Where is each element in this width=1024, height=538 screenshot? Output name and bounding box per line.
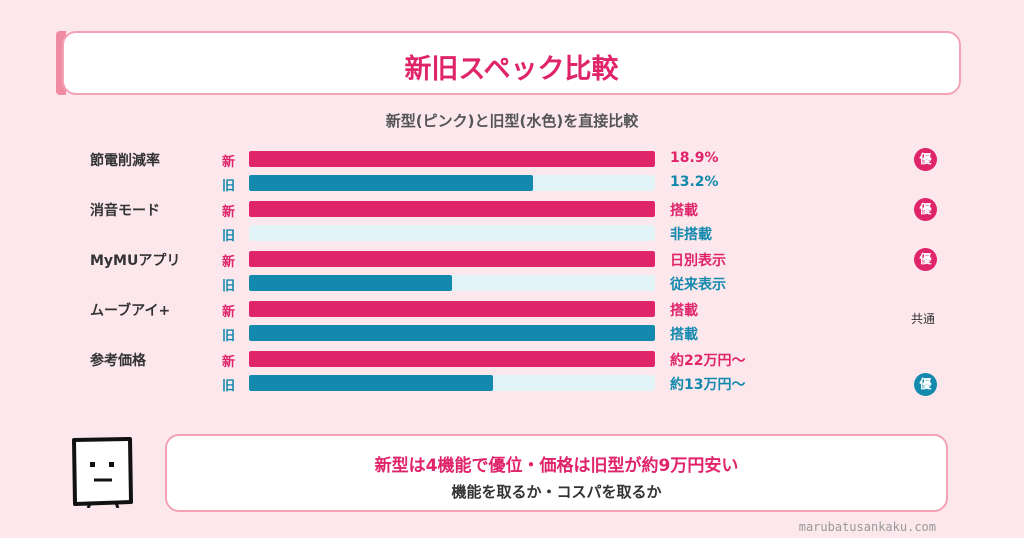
category-label: 消音モード bbox=[90, 203, 160, 219]
data-label: 約13万円〜 bbox=[670, 377, 746, 393]
category-label: ムーブアイ+ bbox=[90, 303, 171, 319]
verdict-badge: 優 bbox=[914, 198, 937, 221]
bar-track bbox=[249, 225, 655, 241]
summary-subline: 機能を取るか・コスパを取るか bbox=[451, 483, 662, 501]
series-label: 新 bbox=[222, 205, 236, 220]
verdict-badge: 優 bbox=[914, 148, 937, 171]
bar bbox=[249, 351, 655, 367]
data-label: 18.9% bbox=[670, 150, 719, 166]
bar bbox=[249, 175, 534, 191]
page-title: 新旧スペック比較 bbox=[404, 54, 619, 85]
series-label: 旧 bbox=[222, 229, 236, 244]
bar-track bbox=[249, 375, 655, 391]
bar-track bbox=[249, 251, 655, 267]
verdict-badge: 優 bbox=[914, 373, 937, 396]
bar-track bbox=[249, 351, 655, 367]
series-label: 新 bbox=[222, 255, 236, 270]
series-label: 旧 bbox=[222, 379, 236, 394]
bar-track bbox=[249, 301, 655, 317]
category-label: 節電削減率 bbox=[90, 153, 160, 169]
series-label: 旧 bbox=[222, 279, 236, 294]
series-label: 旧 bbox=[222, 179, 236, 194]
bar bbox=[249, 301, 655, 317]
data-label: 非搭載 bbox=[670, 227, 712, 243]
data-label: 搭載 bbox=[670, 327, 698, 343]
data-label: 従来表示 bbox=[670, 277, 726, 293]
series-label: 旧 bbox=[222, 329, 236, 344]
category-label: MyMUアプリ bbox=[90, 253, 181, 269]
bar-track bbox=[249, 325, 655, 341]
title-box: 新旧スペック比較 bbox=[62, 31, 961, 95]
verdict-common: 共通 bbox=[911, 312, 936, 326]
data-label: 日別表示 bbox=[670, 253, 726, 269]
series-label: 新 bbox=[222, 305, 236, 320]
bar bbox=[249, 275, 452, 291]
bar bbox=[249, 151, 655, 167]
bar-track bbox=[249, 175, 655, 191]
bar-track bbox=[249, 151, 655, 167]
verdict-badge: 優 bbox=[914, 248, 937, 271]
data-label: 13.2% bbox=[670, 174, 719, 190]
chart-subtitle: 新型(ピンク)と旧型(水色)を直接比較 bbox=[385, 112, 639, 130]
bar-track bbox=[249, 201, 655, 217]
series-label: 新 bbox=[222, 355, 236, 370]
data-label: 約22万円〜 bbox=[670, 353, 746, 369]
series-label: 新 bbox=[222, 155, 236, 170]
summary-headline: 新型は4機能で優位・価格は旧型が約9万円安い bbox=[374, 456, 739, 476]
summary-box: 新型は4機能で優位・価格は旧型が約9万円安い 機能を取るか・コスパを取るか bbox=[165, 434, 948, 512]
site-url: marubatusankaku.com bbox=[798, 520, 936, 534]
bar-track bbox=[249, 275, 655, 291]
bar bbox=[249, 375, 493, 391]
bar bbox=[249, 201, 655, 217]
bar bbox=[249, 325, 655, 341]
bar bbox=[249, 251, 655, 267]
category-label: 参考価格 bbox=[90, 353, 146, 369]
title-accent-bar bbox=[56, 31, 66, 95]
data-label: 搭載 bbox=[670, 203, 698, 219]
data-label: 搭載 bbox=[670, 303, 698, 319]
square-face-icon bbox=[72, 437, 133, 508]
